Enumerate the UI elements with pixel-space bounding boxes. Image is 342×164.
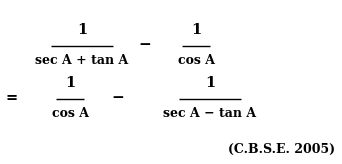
Text: sec A + tan A: sec A + tan A bbox=[35, 54, 129, 67]
Text: cos A: cos A bbox=[52, 107, 89, 120]
Text: =: = bbox=[6, 91, 18, 105]
Text: 1: 1 bbox=[205, 76, 215, 90]
Text: 1: 1 bbox=[77, 23, 87, 37]
Text: (C.B.S.E. 2005): (C.B.S.E. 2005) bbox=[228, 143, 335, 156]
Text: 1: 1 bbox=[65, 76, 75, 90]
Text: −: − bbox=[111, 91, 124, 105]
Text: sec A − tan A: sec A − tan A bbox=[163, 107, 256, 120]
Text: cos A: cos A bbox=[177, 54, 214, 67]
Text: −: − bbox=[139, 38, 152, 52]
Text: 1: 1 bbox=[191, 23, 201, 37]
